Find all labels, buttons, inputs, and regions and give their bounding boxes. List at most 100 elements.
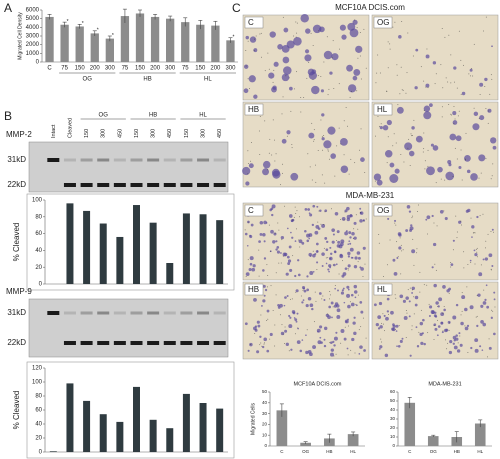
- cell: [484, 298, 487, 301]
- cell: [356, 251, 361, 255]
- pore: [460, 149, 462, 151]
- cell: [471, 225, 475, 229]
- pore: [494, 306, 496, 308]
- pore: [383, 330, 385, 332]
- cell: [340, 138, 348, 146]
- cell: [346, 64, 353, 72]
- pore: [479, 215, 481, 217]
- pore: [278, 229, 280, 231]
- cell: [352, 19, 358, 25]
- pore: [347, 268, 349, 270]
- cell: [410, 224, 413, 227]
- cell: [331, 316, 333, 319]
- x-tick-label: 150: [195, 66, 206, 72]
- cell: [345, 320, 348, 323]
- pore: [392, 145, 394, 147]
- cell: [474, 348, 479, 353]
- cell: [354, 256, 358, 260]
- cell: [305, 303, 309, 308]
- pore: [486, 356, 488, 358]
- cell: [493, 332, 496, 336]
- y-tick-label: 120: [32, 366, 43, 372]
- cell: [295, 289, 299, 293]
- pore: [300, 111, 302, 113]
- cell: [329, 246, 332, 249]
- pore: [378, 125, 380, 127]
- lane-label: 300: [151, 129, 157, 138]
- pore: [413, 264, 415, 266]
- cell: [312, 345, 317, 349]
- cell: [440, 312, 445, 317]
- pore: [441, 106, 443, 108]
- cell: [353, 331, 357, 336]
- pore: [386, 162, 388, 164]
- lane-label: 450: [217, 129, 223, 138]
- pore: [254, 38, 256, 40]
- cell: [359, 211, 364, 215]
- bar: [226, 40, 235, 62]
- band: [63, 158, 76, 162]
- band: [113, 158, 126, 162]
- cell-line-title: MCF10A DCIS.com: [335, 3, 405, 12]
- pore: [395, 142, 397, 144]
- cell: [290, 231, 292, 234]
- cell: [350, 293, 354, 297]
- pore: [267, 169, 269, 171]
- cell: [377, 327, 381, 330]
- cell: [405, 229, 409, 233]
- pore: [386, 90, 388, 92]
- cell: [355, 45, 363, 53]
- pore: [281, 239, 283, 241]
- lane-label: 150: [184, 129, 190, 138]
- cell-line-title: MDA-MB-231: [346, 191, 395, 200]
- cell: [273, 61, 279, 67]
- cell: [332, 233, 335, 236]
- pore: [296, 210, 298, 212]
- band: [147, 158, 160, 162]
- pore: [474, 263, 476, 265]
- label-box: [244, 16, 264, 29]
- pore: [296, 32, 298, 34]
- pore: [323, 61, 325, 63]
- pore: [394, 222, 396, 224]
- pore: [463, 64, 465, 66]
- cell: [305, 350, 309, 355]
- pore: [344, 326, 346, 328]
- pore: [426, 48, 428, 50]
- cell: [269, 208, 272, 212]
- cell: [326, 240, 329, 244]
- cell: [344, 267, 348, 270]
- pore: [279, 314, 281, 316]
- bar: [166, 18, 175, 63]
- cell: [336, 315, 341, 319]
- pore: [455, 215, 457, 217]
- cell: [394, 168, 400, 174]
- pore: [261, 56, 263, 58]
- cell: [426, 166, 435, 176]
- cell: [353, 264, 358, 269]
- pore: [245, 49, 247, 51]
- cell: [256, 350, 260, 354]
- cell: [385, 316, 389, 321]
- cell: [342, 287, 345, 290]
- cell: [304, 208, 308, 211]
- cell: [302, 299, 305, 301]
- pore: [321, 136, 323, 138]
- pore: [454, 118, 456, 120]
- cell: [339, 254, 344, 259]
- band: [163, 311, 176, 315]
- cell: [360, 157, 365, 162]
- pore: [306, 77, 308, 79]
- bar: [120, 16, 130, 62]
- cell: [379, 345, 383, 349]
- x-tick-label: HB: [454, 449, 460, 454]
- pore: [317, 149, 319, 151]
- pore: [473, 43, 475, 45]
- cell: [341, 274, 345, 278]
- cell: [308, 233, 313, 237]
- cell: [272, 170, 281, 179]
- y-tick-label: 40: [262, 400, 268, 405]
- pore: [457, 342, 459, 344]
- pore: [487, 233, 489, 235]
